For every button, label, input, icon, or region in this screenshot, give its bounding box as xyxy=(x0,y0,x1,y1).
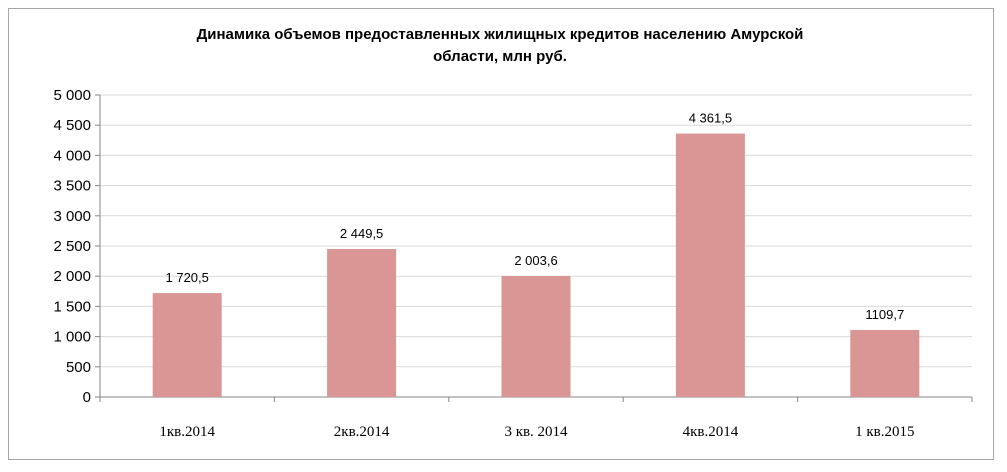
x-tick-label: 2кв.2014 xyxy=(334,424,390,440)
y-tick-label: 4 000 xyxy=(53,147,91,164)
y-tick-label: 500 xyxy=(66,359,91,376)
data-label: 1109,7 xyxy=(865,307,904,322)
y-tick-label: 2 000 xyxy=(53,268,91,285)
y-tick-label: 3 500 xyxy=(53,178,91,195)
bar xyxy=(327,249,397,397)
bar xyxy=(675,133,745,397)
x-tick-label: 4кв.2014 xyxy=(683,424,739,440)
y-tick-label: 4 500 xyxy=(53,117,91,134)
data-label: 2 003,6 xyxy=(514,253,557,268)
chart-title-line-1: Динамика объемов предоставленных жилищны… xyxy=(196,26,804,43)
x-tick-label: 3 кв. 2014 xyxy=(504,424,568,440)
data-label: 4 361,5 xyxy=(689,111,732,126)
bar xyxy=(850,329,920,397)
data-label: 1 720,5 xyxy=(166,270,209,285)
chart-title-line-2: области, млн руб. xyxy=(433,48,567,65)
y-tick-label: 3 000 xyxy=(53,208,91,225)
bar xyxy=(501,275,571,397)
bar xyxy=(152,293,222,397)
y-tick-label: 5 000 xyxy=(53,87,91,104)
x-tick-label: 1 кв.2015 xyxy=(855,424,914,440)
y-tick-label: 1 000 xyxy=(53,329,91,346)
y-tick-label: 1 500 xyxy=(53,298,91,315)
y-tick-label: 2 500 xyxy=(53,238,91,255)
chart-title: Динамика объемов предоставленных жилищны… xyxy=(100,24,900,68)
data-label: 2 449,5 xyxy=(340,226,383,241)
x-tick-label: 1кв.2014 xyxy=(159,424,215,440)
y-tick-label: 0 xyxy=(83,389,91,406)
